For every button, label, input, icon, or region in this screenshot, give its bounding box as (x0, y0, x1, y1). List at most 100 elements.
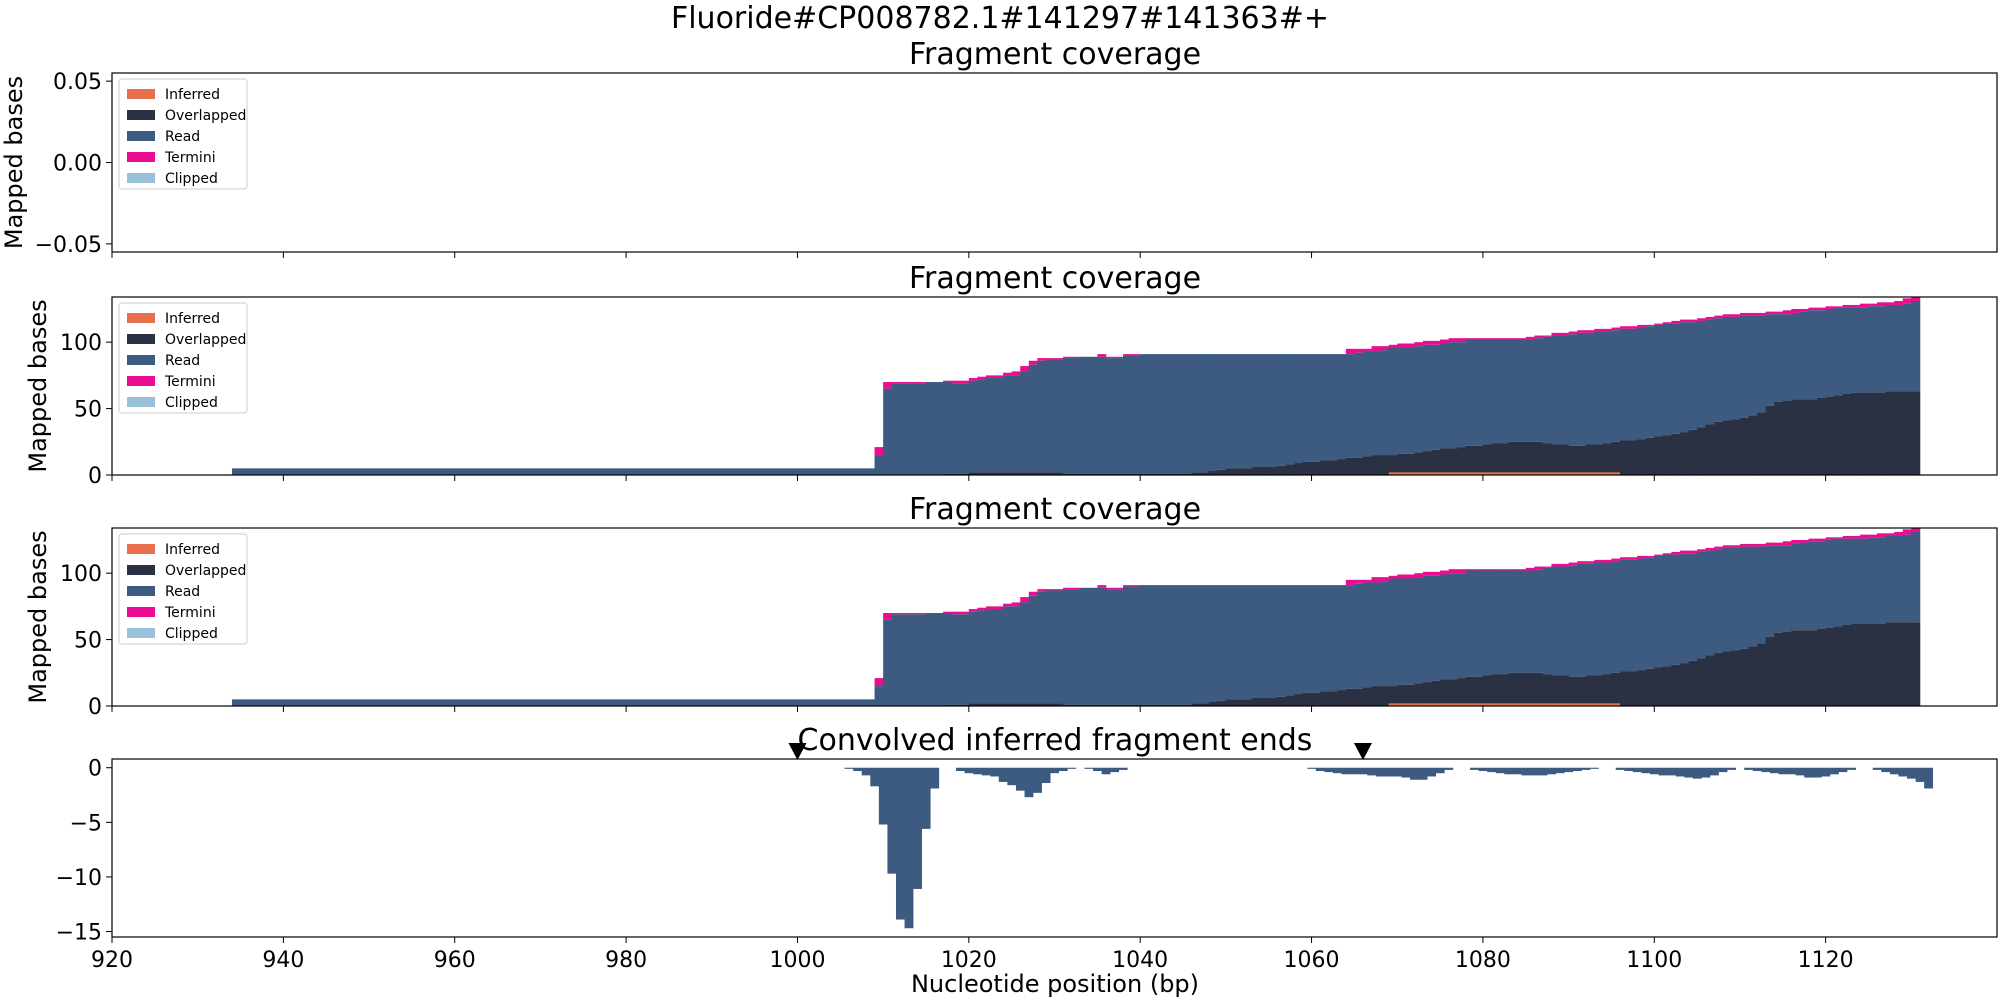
termini-step (1482, 569, 1492, 571)
termini-step (1474, 338, 1484, 340)
read-step (1714, 549, 1724, 653)
overlapped-step (1234, 699, 1244, 706)
inferred-step (1440, 472, 1450, 475)
overlapped-step (1157, 704, 1167, 706)
y-tick-label: −15 (56, 921, 102, 946)
read-step (1791, 543, 1801, 631)
bar (1118, 767, 1128, 770)
termini-step (1877, 533, 1887, 538)
termini-step (1397, 574, 1407, 579)
overlapped-step (1765, 405, 1775, 475)
termini-step (1577, 330, 1587, 333)
read-step (1285, 585, 1295, 696)
legend-swatch (127, 334, 155, 344)
bar (1752, 767, 1762, 772)
termini-step (1791, 308, 1801, 313)
x-tick-label: 1100 (1626, 948, 1682, 973)
read-step (1414, 577, 1424, 684)
termini-step (1765, 311, 1775, 315)
y-tick-label: 0 (88, 757, 102, 782)
inferred-step (1602, 703, 1612, 706)
overlapped-step (1594, 675, 1604, 706)
x-axis-label: Nucleotide position (bp) (911, 970, 1199, 998)
read-step (1191, 585, 1201, 704)
overlapped-step (1894, 391, 1904, 475)
bar (1487, 767, 1497, 773)
read-step (1645, 557, 1655, 669)
overlapped-step (1457, 447, 1467, 475)
legend-swatch (127, 607, 155, 617)
read-step (1731, 547, 1741, 651)
overlapped-step (1722, 651, 1732, 706)
termini-step (1542, 335, 1552, 337)
termini-step (1131, 354, 1141, 356)
read-step (1894, 304, 1904, 392)
inferred-step (1542, 703, 1552, 706)
termini-step (1911, 528, 1921, 532)
overlapped-step (994, 703, 1004, 706)
bar (1367, 767, 1377, 776)
axes-frame (111, 527, 1998, 707)
overlapped-step (1320, 460, 1330, 475)
overlapped-step (1148, 473, 1158, 475)
read-step (1200, 354, 1210, 473)
inferred-step (1517, 472, 1527, 475)
inferred-step (1491, 472, 1501, 475)
termini-step (1620, 557, 1629, 560)
read-step (1397, 578, 1407, 685)
bar (844, 767, 854, 769)
termini-step (1123, 354, 1133, 356)
termini-step (1071, 356, 1081, 359)
overlapped-step (1225, 699, 1235, 706)
termini-step (1440, 339, 1450, 344)
overlapped-step (1859, 392, 1869, 475)
overlapped-step (1688, 429, 1698, 475)
read-step (1868, 537, 1878, 624)
termini-step (1791, 539, 1801, 544)
read-step (1362, 582, 1372, 688)
read-step (1602, 562, 1612, 675)
read-step (1534, 569, 1544, 673)
overlapped-step (1028, 472, 1038, 475)
read-step (1645, 326, 1655, 438)
read-step (1611, 330, 1621, 442)
termini-step (1054, 358, 1064, 360)
termini-step (1808, 307, 1818, 311)
termini-step (960, 380, 970, 384)
read-step (891, 383, 918, 475)
overlapped-step (1791, 399, 1801, 475)
read-step (994, 378, 1004, 473)
read-step (1328, 354, 1338, 461)
bar (1015, 767, 1025, 791)
read-step (1568, 334, 1578, 446)
plot-area (231, 528, 1921, 706)
read-step (1628, 559, 1638, 672)
read-step (1157, 585, 1167, 705)
bar (1709, 767, 1719, 776)
figure-suptitle: Fluoride#CP008782.1#141297#141363#+ (671, 1, 1329, 36)
termini-step (1671, 551, 1681, 555)
read-step (1225, 585, 1235, 700)
bar (1572, 767, 1582, 772)
read-step (1765, 314, 1775, 406)
bar (861, 767, 871, 776)
bar (1727, 767, 1736, 770)
read-step (1174, 585, 1184, 705)
overlapped-step (1243, 699, 1252, 706)
read-step (1877, 537, 1887, 624)
y-tick-label: 0 (88, 695, 102, 720)
read-step (1722, 547, 1732, 652)
read-step (977, 610, 987, 704)
legend-label: Clipped (165, 626, 218, 642)
read-step (1688, 322, 1698, 430)
overlapped-step (1414, 683, 1424, 706)
termini-step (1654, 323, 1664, 325)
termini-step (1859, 303, 1869, 308)
read-step (1662, 323, 1672, 436)
bar (1324, 767, 1334, 773)
overlapped-step (1577, 445, 1587, 475)
bar (1744, 767, 1754, 770)
termini-step (977, 376, 987, 380)
read-step (1577, 332, 1587, 446)
overlapped-step (985, 703, 995, 706)
